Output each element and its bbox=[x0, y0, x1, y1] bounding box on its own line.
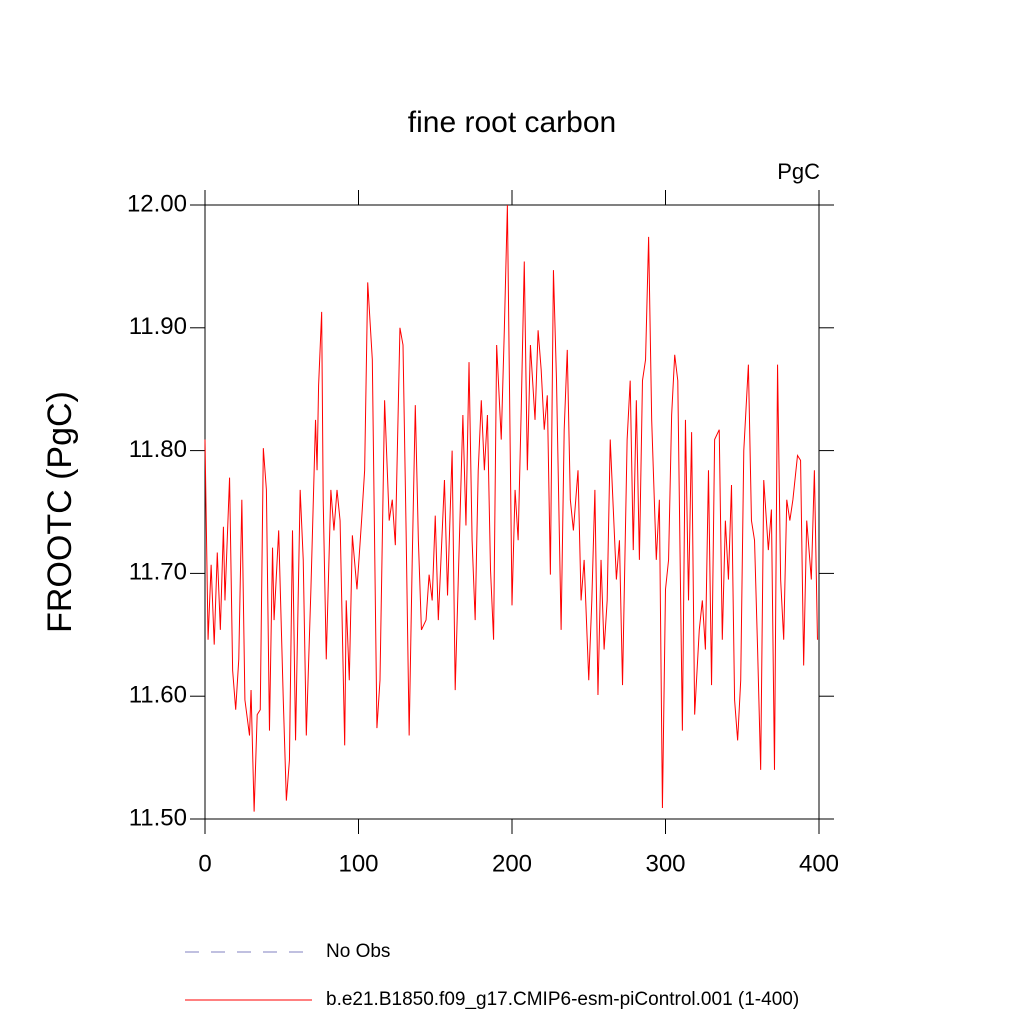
units-label: PgC bbox=[777, 159, 820, 184]
legend-label: No Obs bbox=[326, 941, 390, 962]
y-tick-label: 11.50 bbox=[129, 804, 187, 831]
data-line bbox=[204, 204, 818, 812]
x-tick-label: 200 bbox=[492, 850, 532, 877]
plot-frame bbox=[204, 204, 820, 820]
legend-label: b.e21.B1850.f09_g17.CMIP6-esm-piControl.… bbox=[326, 989, 799, 1010]
x-tick-label: 300 bbox=[645, 850, 685, 877]
x-tick-label: 400 bbox=[799, 850, 839, 877]
y-tick-label: 11.90 bbox=[129, 313, 187, 340]
y-tick-label: 12.00 bbox=[127, 190, 187, 217]
y-axis-label: FROOTC (PgC) bbox=[41, 391, 79, 633]
x-tick-label: 0 bbox=[198, 850, 211, 877]
y-tick-label: 11.60 bbox=[129, 682, 187, 709]
y-tick-label: 11.80 bbox=[129, 436, 187, 463]
chart-title: fine root carbon bbox=[408, 106, 616, 139]
x-tick-label: 100 bbox=[338, 850, 378, 877]
y-tick-label: 11.70 bbox=[129, 559, 187, 586]
